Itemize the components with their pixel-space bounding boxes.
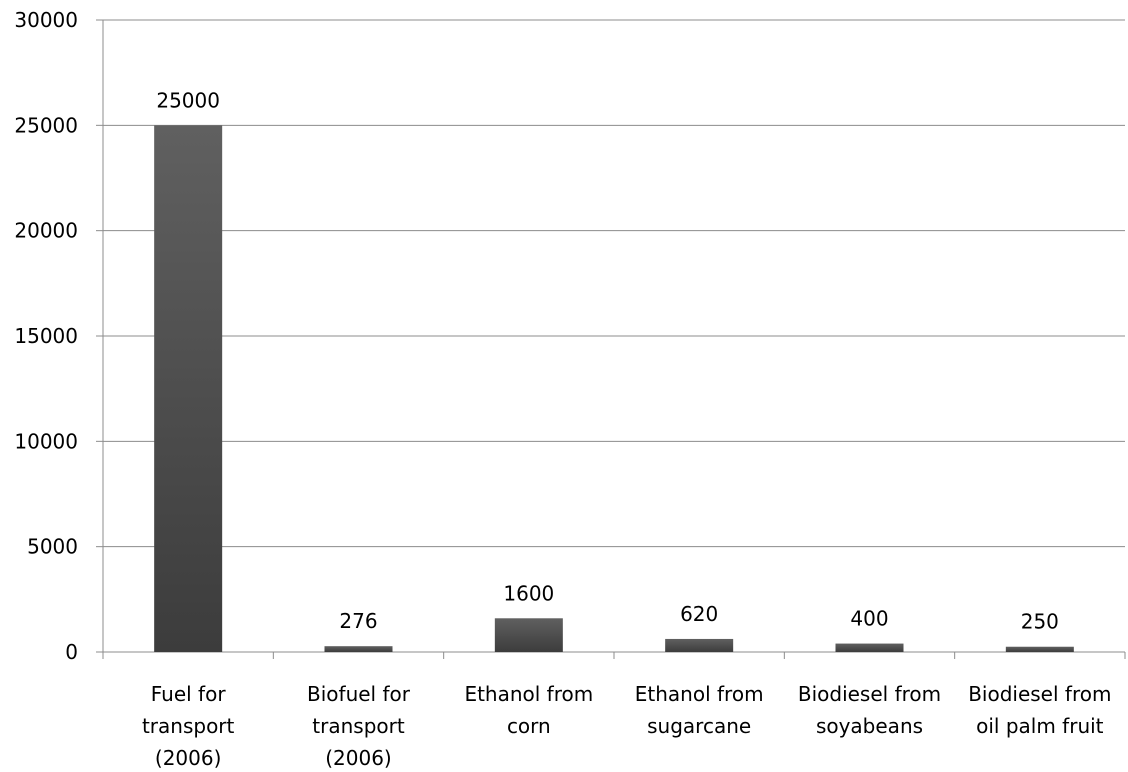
x-category-label: transport [312,714,405,738]
data-label: 250 [1021,610,1059,634]
labels: 0 5000 10000 15000 20000 25000 30000 25000 Fuel … [14,8,1111,770]
data-label: 25000 [156,88,220,112]
x-category-label: Ethanol from [464,682,593,706]
x-category-label: Biodiesel from [968,682,1111,706]
axes [96,19,1126,659]
data-label: 620 [680,602,718,626]
y-tick-label: 15000 [14,324,78,348]
bar [835,643,904,652]
x-category-label: sugarcane [647,714,751,738]
x-category-label: Biodiesel from [798,682,941,706]
x-category-label: Biofuel for [307,682,411,706]
gridlines [103,19,1125,548]
x-category-label: transport [142,714,235,738]
bar [665,638,734,652]
data-label: 400 [850,607,888,631]
bar [324,646,393,652]
bar [1005,646,1074,652]
bar [494,618,563,652]
y-tick-label: 25000 [14,113,78,137]
x-category-label: (2006) [325,746,392,770]
y-tick-label: 10000 [14,429,78,453]
x-category-label: (2006) [155,746,222,770]
x-category-label: soyabeans [816,714,923,738]
x-category-label: corn [507,714,551,738]
data-label: 276 [339,609,377,633]
x-category-label: oil palm fruit [976,714,1104,738]
y-tick-label: 0 [65,640,78,664]
y-tick-label: 30000 [14,8,78,32]
y-tick-label: 20000 [14,219,78,243]
data-label: 1600 [503,581,554,605]
y-tick-label: 5000 [27,535,78,559]
bar [154,125,223,653]
x-category-label: Ethanol from [635,682,764,706]
x-category-label: Fuel for [151,682,227,706]
bars [154,125,1074,653]
